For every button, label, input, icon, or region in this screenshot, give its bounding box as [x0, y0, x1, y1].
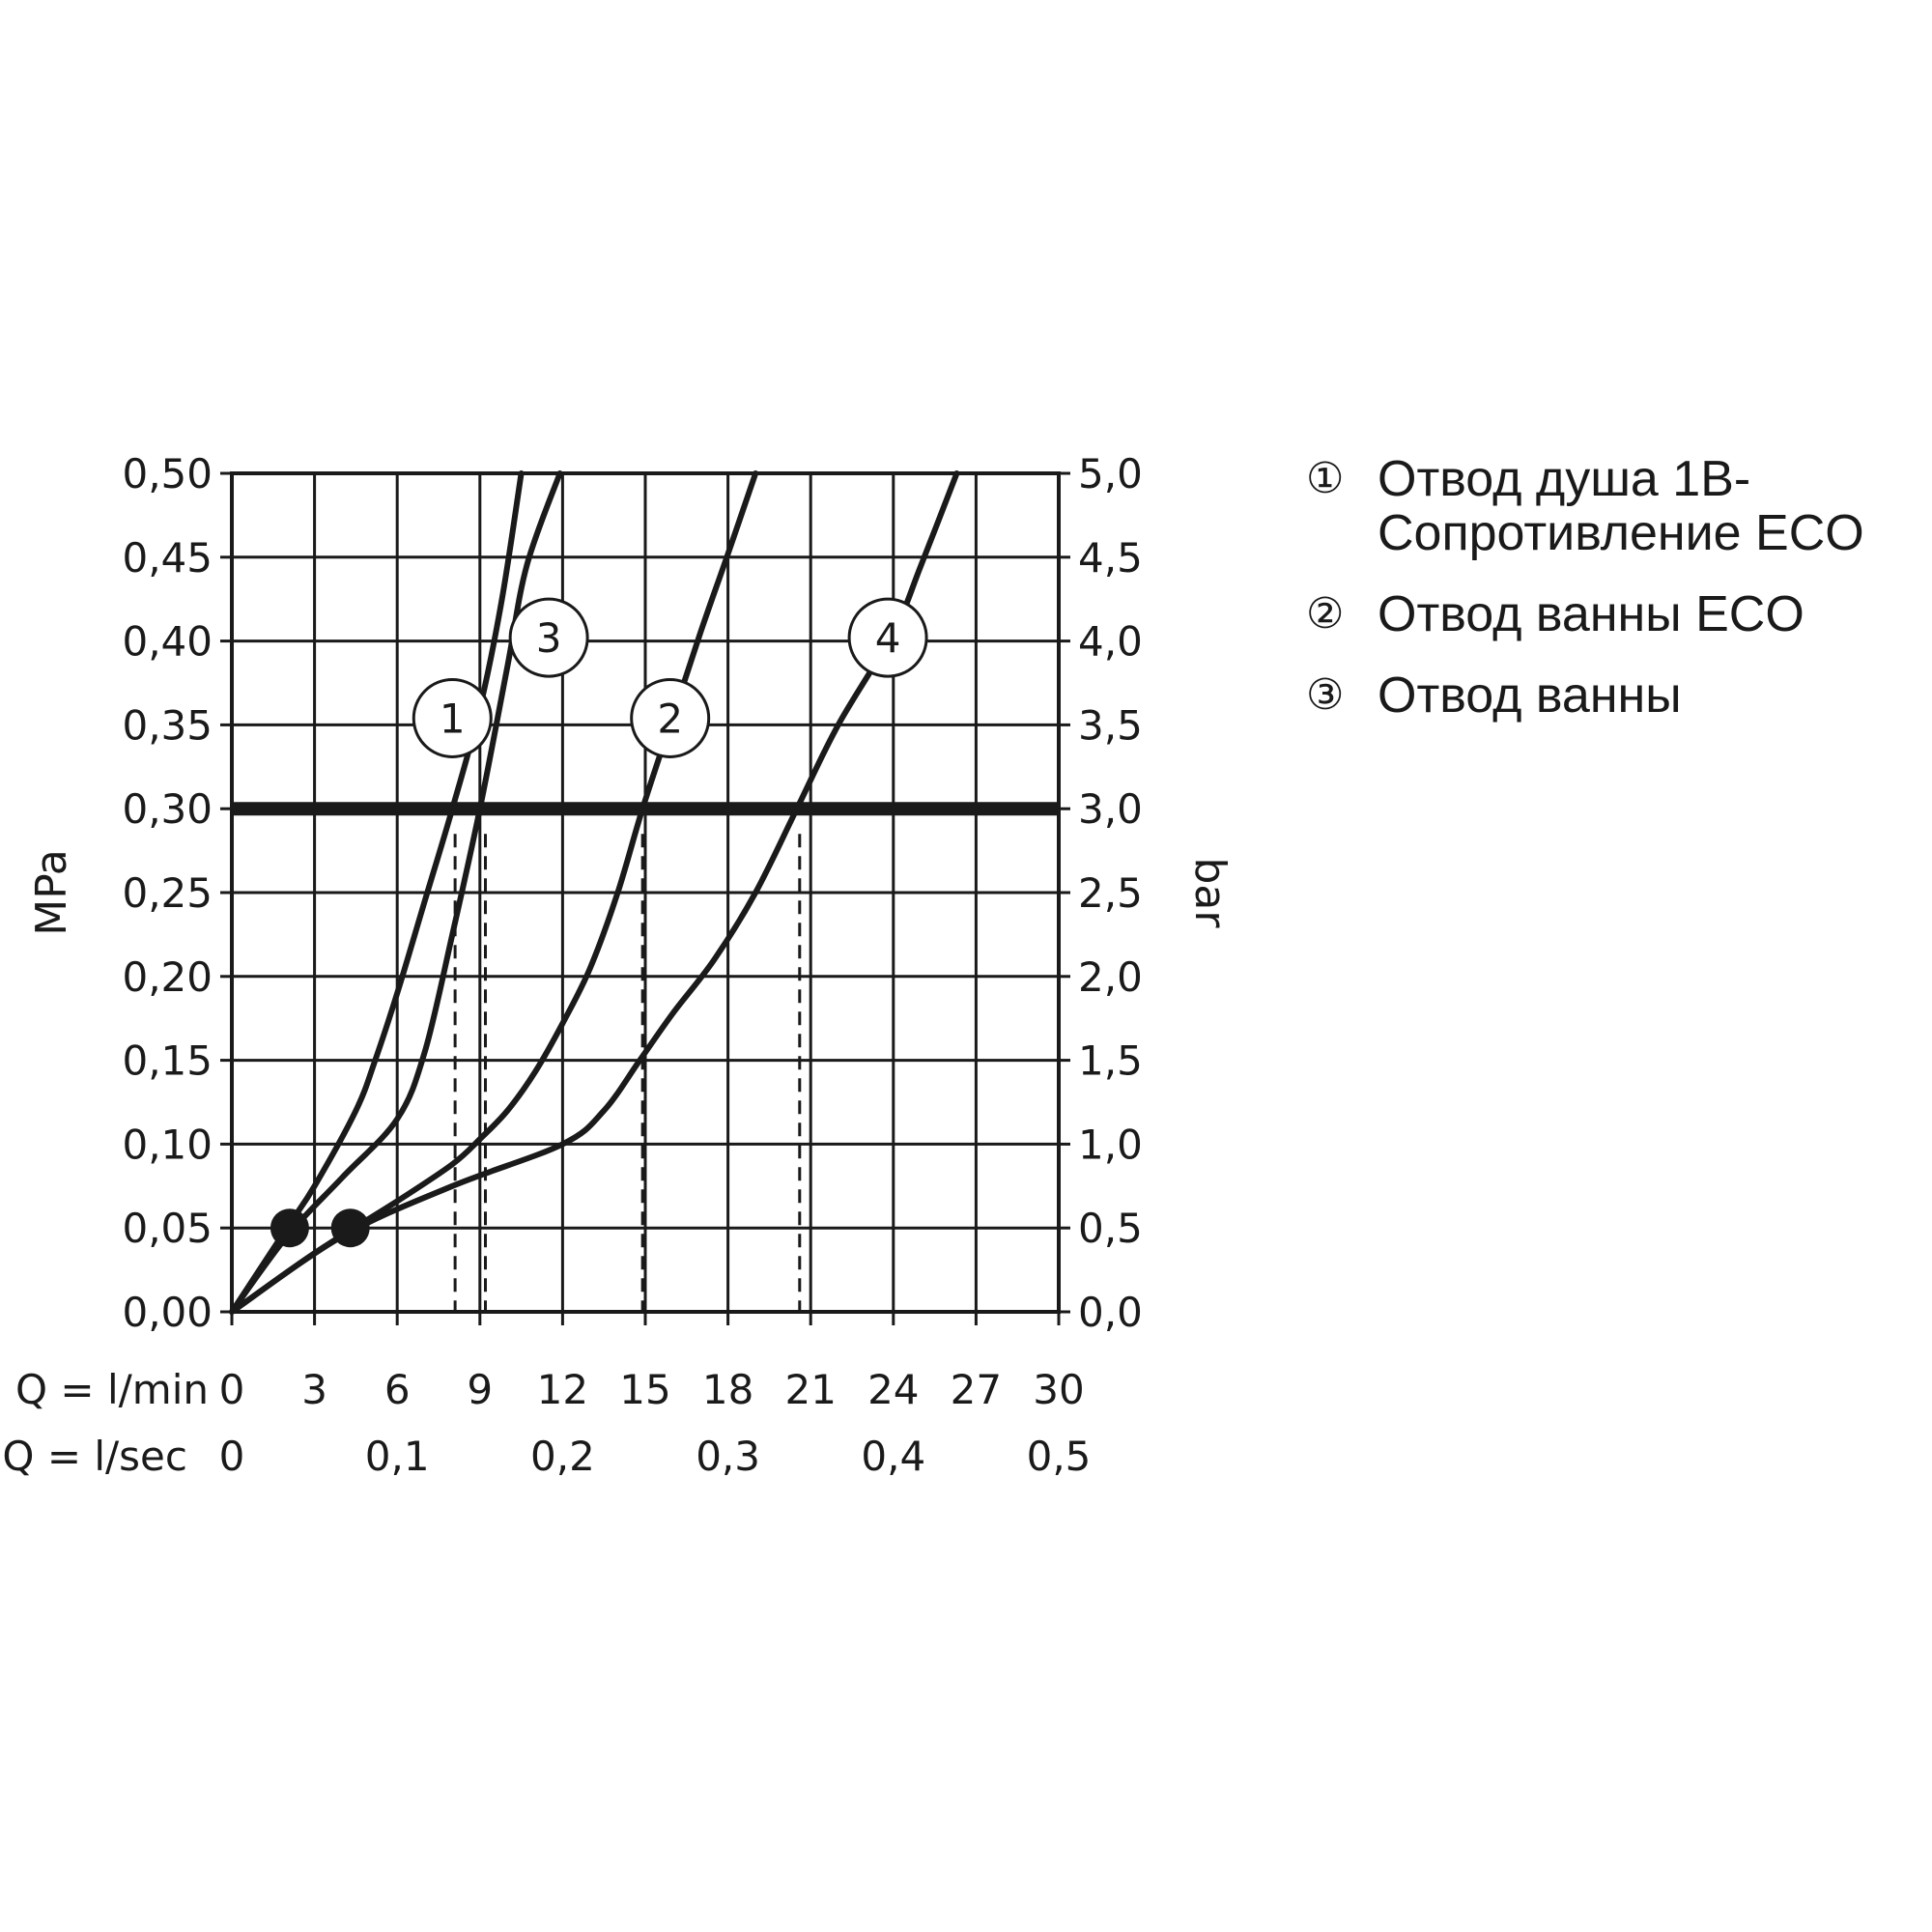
legend-item-3: ③ Отвод ванны: [1306, 668, 1932, 723]
y-tick-label-left: 0,15: [122, 1037, 213, 1085]
y-tick-label-left: 0,00: [122, 1289, 213, 1336]
legend-label-2: Отвод ванны ECO: [1378, 586, 1804, 642]
x-tick-label-lsec: 0: [219, 1433, 245, 1480]
y-tick-label-right: 0,5: [1078, 1205, 1143, 1252]
y-tick-label-left: 0,05: [122, 1205, 213, 1252]
x-tick-label-lsec: 0,5: [1027, 1433, 1092, 1480]
legend-label-1: Отвод душа 1В- Сопротивление ECO: [1378, 451, 1864, 561]
x-tick-label-lsec: 0,4: [861, 1433, 925, 1480]
x-tick-label-lmin: 30: [1033, 1366, 1084, 1413]
y-axis-title-right: bar: [1185, 858, 1235, 929]
y-tick-label-right: 1,0: [1078, 1121, 1143, 1168]
series-label-circle-2: [630, 677, 711, 758]
legend-marker-3: ③: [1306, 671, 1345, 719]
y-tick-label-left: 0,20: [122, 953, 213, 1001]
grid: [230, 471, 1061, 1314]
x-tick-label-lmin: 21: [784, 1366, 836, 1413]
y-tick-label-right: 4,5: [1078, 534, 1143, 582]
series-line-2: [229, 470, 759, 1315]
y-tick-label-right: 2,0: [1078, 953, 1143, 1001]
series-line-1: [229, 470, 525, 1315]
x-tick-label-lmin: 18: [702, 1366, 753, 1413]
y-tick-label-right: 3,5: [1078, 701, 1143, 749]
series-label-circle-4: [847, 597, 928, 678]
x-axis-title-lsec: Q = l/sec: [2, 1433, 187, 1480]
legend-marker-1: ①: [1306, 455, 1345, 502]
y-tick-label-right: 1,5: [1078, 1037, 1143, 1085]
x-tick-label-lmin: 6: [384, 1366, 411, 1413]
y-tick-label-left: 0,10: [122, 1121, 213, 1168]
series-label-1: 1: [440, 695, 466, 742]
series-marker-1: [270, 1208, 309, 1248]
series-marker-3: [330, 1208, 370, 1248]
x-axis-title-lmin: Q = l/min: [15, 1366, 209, 1413]
series-line-3: [229, 470, 563, 1315]
legend-label-3: Отвод ванны: [1378, 668, 1682, 724]
series-label-circle-1: [412, 677, 493, 758]
y-tick-label-left: 0,25: [122, 869, 213, 917]
x-tick-label-lmin: 9: [467, 1366, 493, 1413]
y-tick-label-left: 0,45: [122, 534, 213, 582]
y-tick-label-right: 2,5: [1078, 869, 1143, 917]
x-tick-label-lmin: 3: [301, 1366, 327, 1413]
x-tick-label-lmin: 27: [951, 1366, 1002, 1413]
series-label-4: 4: [875, 614, 901, 662]
x-tick-label-lmin: 0: [219, 1366, 245, 1413]
y-tick-label-right: 5,0: [1078, 450, 1143, 497]
x-tick-label-lmin: 24: [867, 1366, 919, 1413]
x-tick-label-lmin: 12: [537, 1366, 588, 1413]
y-tick-label-left: 0,35: [122, 701, 213, 749]
y-tick-label-left: 0,50: [122, 450, 213, 497]
y-tick-label-left: 0,30: [122, 785, 213, 833]
y-tick-label-right: 4,0: [1078, 618, 1143, 666]
legend-item-2: ② Отвод ванны ECO: [1306, 587, 1932, 641]
y-tick-label-right: 0,0: [1078, 1289, 1143, 1336]
legend: ① Отвод душа 1В- Сопротивление ECO ② Отв…: [1306, 452, 1932, 750]
series-label-3: 3: [536, 614, 562, 662]
legend-item-1: ① Отвод душа 1В- Сопротивление ECO: [1306, 452, 1932, 560]
x-tick-label-lsec: 0,3: [696, 1433, 760, 1480]
x-tick-label-lsec: 0,1: [365, 1433, 430, 1480]
y-tick-label-left: 0,40: [122, 618, 213, 666]
series-label-2: 2: [657, 695, 683, 742]
series-label-circle-3: [508, 597, 589, 678]
x-tick-label-lmin: 15: [619, 1366, 670, 1413]
y-axis-title-left: MPa: [27, 849, 76, 935]
x-tick-label-lsec: 0,2: [530, 1433, 595, 1480]
legend-marker-2: ②: [1306, 590, 1345, 638]
y-tick-label-right: 3,0: [1078, 785, 1143, 833]
